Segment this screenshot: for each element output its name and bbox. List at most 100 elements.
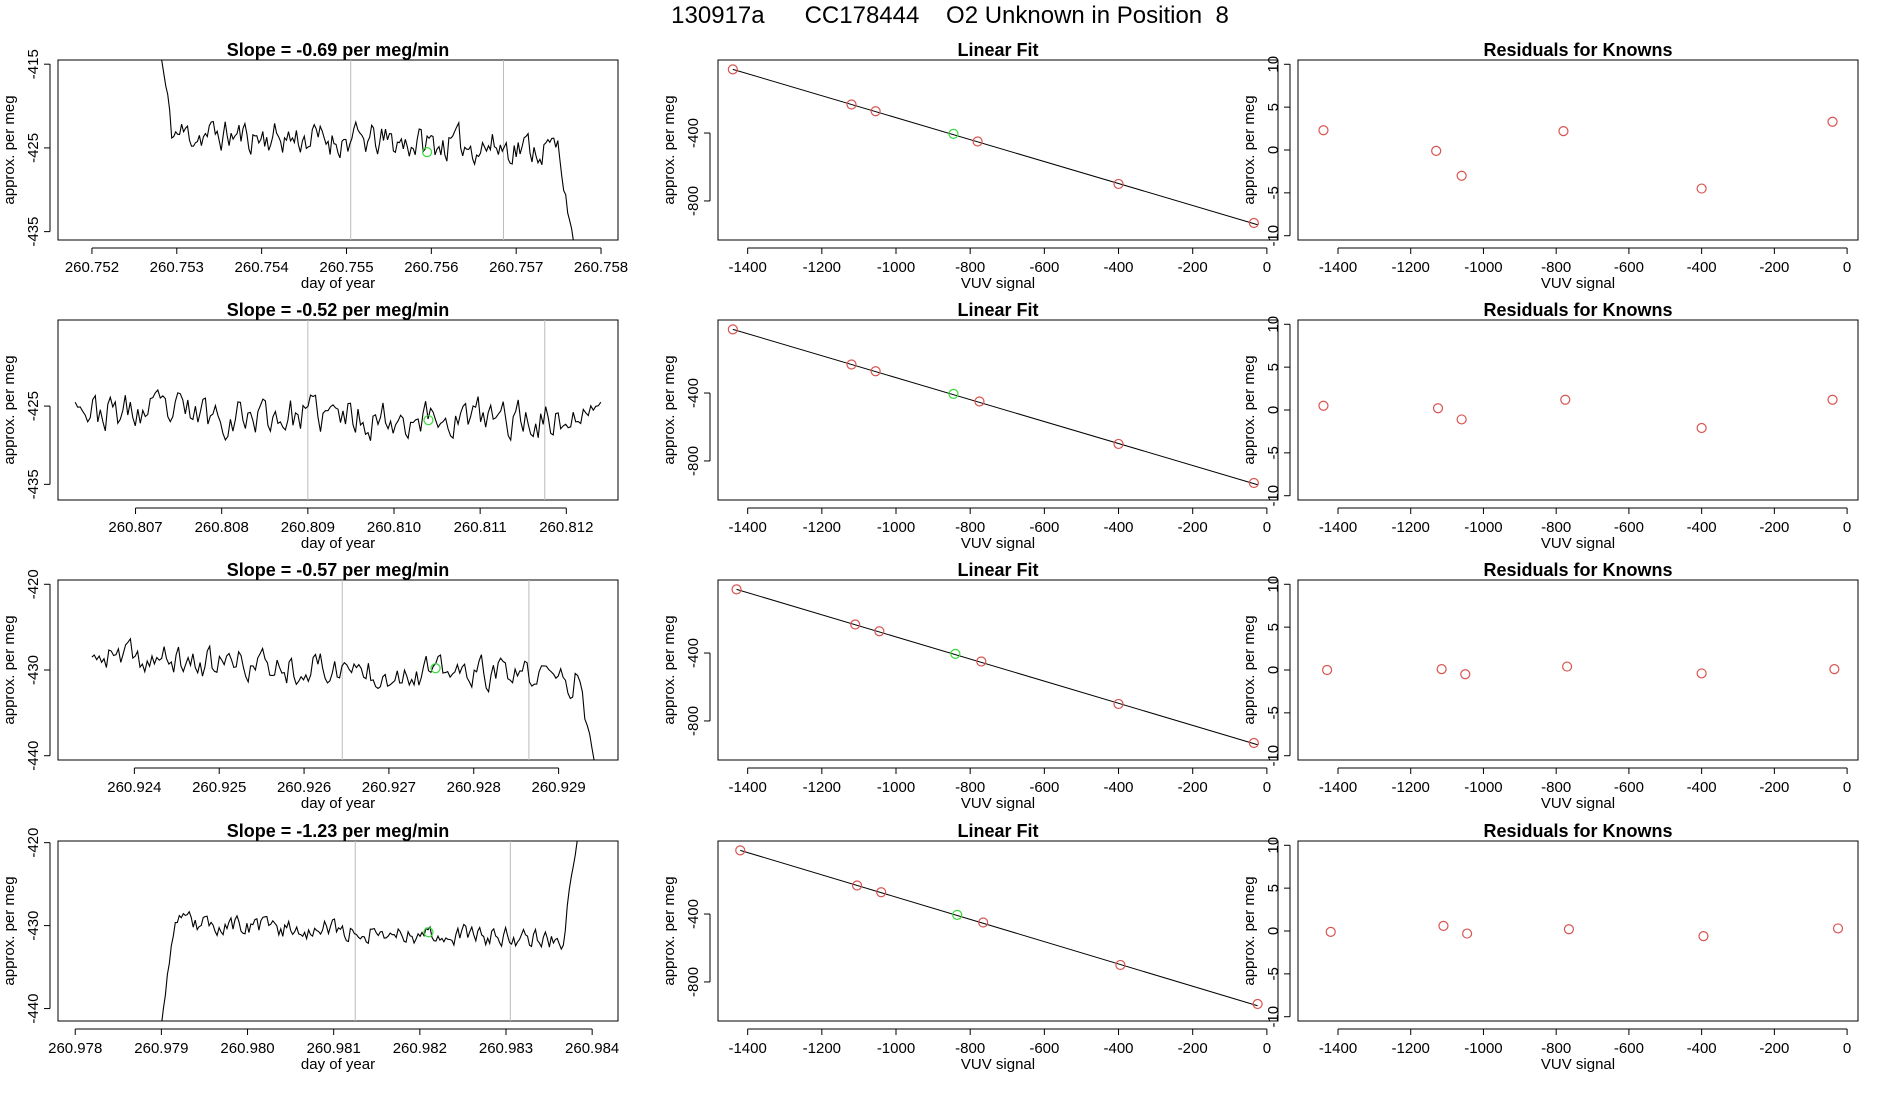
- panel-4-2: Linear Fit-1400 -1200 -1000 -800 -600 -400 -20…: [661, 821, 1279, 1073]
- x-axis-label: VUV signal: [961, 535, 1035, 552]
- x-tick-label: -200: [1759, 1040, 1789, 1057]
- x-tick-label: 260.755: [319, 259, 373, 276]
- x-tick-label: 260.983: [479, 1040, 533, 1057]
- x-tick-label: 0: [1843, 259, 1851, 276]
- known-point: [1248, 477, 1259, 489]
- x-tick-label: 260.980: [220, 1040, 274, 1057]
- x-tick-label: -1000: [1464, 1040, 1502, 1057]
- x-tick-label: 260.810: [367, 519, 421, 536]
- panel-title: Residuals for Knowns: [1483, 40, 1672, 60]
- x-tick-label: 0: [1263, 1040, 1271, 1057]
- y-tick-label: -800: [685, 967, 702, 997]
- known-point: [846, 99, 857, 110]
- known-point: [974, 396, 985, 407]
- y-axis-label: approx. per meg: [1, 355, 18, 464]
- data-layer: [735, 845, 1263, 1010]
- plot-frame: [57, 840, 619, 1022]
- x-tick-label: -800: [955, 779, 985, 796]
- known-point: [727, 324, 738, 335]
- panel-1-3: Residuals for Knowns-1400 -1200 -1000 -800-…: [1241, 40, 1859, 292]
- x-tick-label: -1400: [728, 519, 766, 536]
- x-tick-label: 260.927: [362, 779, 416, 796]
- data-layer: [727, 64, 1259, 229]
- x-tick-label: -1000: [877, 1040, 915, 1057]
- data-layer: [74, 320, 602, 500]
- known-point: [1248, 737, 1259, 749]
- y-axis-label: approx. per meg: [1, 615, 18, 724]
- x-axis-label: VUV signal: [1541, 1056, 1615, 1073]
- known-point: [846, 359, 857, 370]
- x-tick-label: -1000: [877, 519, 915, 536]
- known-point: [727, 64, 738, 75]
- x-tick-label: 260.757: [489, 259, 543, 276]
- y-tick-label: -435: [25, 469, 42, 499]
- data-layer: [161, 841, 578, 1021]
- residual-point: [1431, 145, 1442, 156]
- x-tick-label: -600: [1614, 1040, 1644, 1057]
- plot-frame: [57, 579, 619, 761]
- known-point: [874, 626, 885, 637]
- panel-2-1: Slope = -0.52 per meg/min 260.807 260.808 2…: [1, 300, 619, 552]
- fit-line: [732, 68, 1258, 226]
- unknown-marker: [423, 927, 434, 938]
- known-point: [1115, 959, 1126, 971]
- x-tick-label: -800: [1541, 259, 1571, 276]
- x-tick-label: 260.929: [531, 779, 585, 796]
- figure-title: 130917a CC178444 O2 Unknown in Position …: [671, 2, 1229, 29]
- x-tick-label: -400: [1104, 779, 1134, 796]
- x-axis-label: VUV signal: [1541, 795, 1615, 812]
- known-point: [870, 106, 881, 117]
- residual-point: [1460, 669, 1471, 680]
- x-tick-label: 260.982: [393, 1040, 447, 1057]
- known-point: [1113, 178, 1124, 190]
- data-layer: [731, 584, 1259, 749]
- x-tick-label: 260.807: [108, 519, 162, 536]
- y-tick-label: -425: [25, 391, 42, 421]
- y-tick-label: -400: [685, 378, 702, 408]
- panel-3-1: Slope = -0.57 per meg/min 260.924 260.925 2…: [1, 560, 619, 812]
- x-tick-label: -1200: [1392, 779, 1430, 796]
- residual-point: [1696, 668, 1707, 679]
- x-tick-label: -800: [1541, 519, 1571, 536]
- residual-point: [1432, 403, 1444, 414]
- y-tick-label: 10: [1265, 837, 1282, 854]
- x-tick-label: 260.979: [134, 1040, 188, 1057]
- plot-frame: [57, 59, 619, 241]
- x-tick-label: -1200: [803, 1040, 841, 1057]
- x-tick-label: -600: [1614, 519, 1644, 536]
- plot-frame: [1297, 840, 1859, 1022]
- known-point: [876, 887, 887, 898]
- y-tick-label: 5: [1265, 363, 1282, 371]
- y-tick-label: 0: [1265, 406, 1282, 414]
- panel-4-3: Residuals for Knowns-1400 -1200 -1000 -800-…: [1241, 821, 1859, 1073]
- fit-line: [740, 849, 1258, 1007]
- residual-point: [1456, 414, 1467, 425]
- y-tick-label: 5: [1265, 103, 1282, 111]
- x-tick-label: -600: [1029, 779, 1059, 796]
- plot-frame: [1297, 59, 1859, 241]
- x-axis-label: day of year: [301, 535, 375, 552]
- x-tick-label: 0: [1263, 259, 1271, 276]
- x-tick-label: -200: [1178, 779, 1208, 796]
- x-tick-label: 0: [1843, 1040, 1851, 1057]
- y-tick-label: 0: [1265, 666, 1282, 674]
- x-axis-label: VUV signal: [1541, 275, 1615, 292]
- x-tick-label: -600: [1029, 1040, 1059, 1057]
- y-axis-label: approx. per meg: [1241, 355, 1258, 464]
- y-axis-label: approx. per meg: [661, 615, 678, 724]
- known-point: [1113, 438, 1124, 450]
- panel-1-2: Linear Fit-1400 -1200 -1000 -800 -600 -400 -20…: [661, 40, 1279, 292]
- panel-3-2: Linear Fit-1400 -1200 -1000 -800 -600 -400 -20…: [661, 560, 1279, 812]
- y-tick-label: -5: [1265, 446, 1282, 459]
- x-tick-label: 260.812: [539, 519, 593, 536]
- unknown-marker: [423, 415, 434, 426]
- plot-frame: [717, 840, 1279, 1022]
- plot-frame: [1297, 579, 1859, 761]
- unknown-point: [948, 128, 959, 139]
- x-tick-label: 0: [1843, 779, 1851, 796]
- x-tick-label: 260.754: [235, 259, 289, 276]
- x-tick-label: 260.981: [307, 1040, 361, 1057]
- x-axis-label: VUV signal: [1541, 535, 1615, 552]
- x-tick-label: 260.808: [195, 519, 249, 536]
- panel-title: Residuals for Knowns: [1483, 300, 1672, 320]
